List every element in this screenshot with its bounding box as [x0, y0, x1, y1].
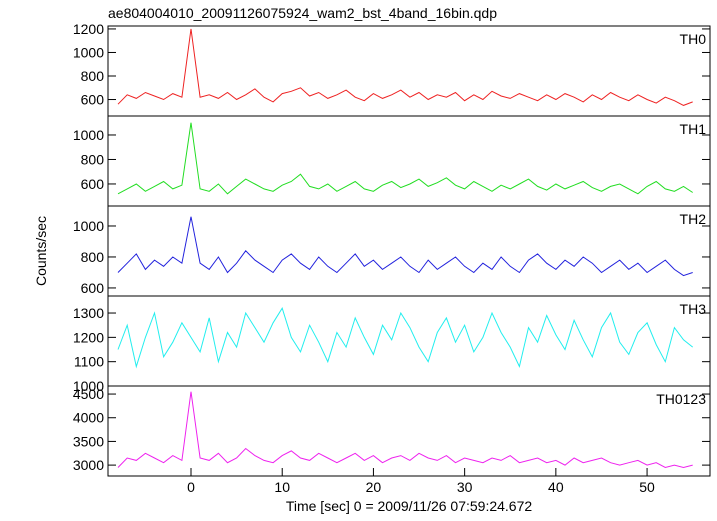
y-tick-label: 800: [81, 68, 105, 84]
x-tick-label: 30: [457, 479, 473, 495]
y-tick-label: 4500: [73, 386, 104, 402]
legend-label: TH3: [680, 301, 707, 317]
y-tick-label: 600: [81, 280, 105, 296]
y-tick-label: 4000: [73, 410, 104, 426]
y-tick-label: 1200: [73, 21, 104, 37]
x-tick-label: 20: [366, 479, 382, 495]
x-tick-label: 0: [187, 479, 195, 495]
y-tick-label: 3000: [73, 457, 104, 473]
y-tick-label: 600: [81, 92, 105, 108]
y-tick-label: 1000: [73, 127, 104, 143]
panel-frame: [107, 25, 711, 117]
y-tick-label: 1000: [73, 218, 104, 234]
y-tick-label: 1000: [73, 378, 104, 394]
x-axis-label: Time [sec] 0 = 2009/11/26 07:59:24.672: [286, 498, 533, 514]
light-curve: [117, 307, 694, 369]
panel-frame: [107, 385, 711, 477]
legend-label: TH0123: [656, 391, 706, 407]
y-tick-label: 600: [81, 176, 105, 192]
legend-label: TH0: [680, 31, 707, 47]
y-axis-label: Counts/sec: [33, 216, 49, 286]
panel-frame: [107, 115, 711, 207]
y-tick-label: 3500: [73, 433, 104, 449]
x-tick-label: 40: [548, 479, 564, 495]
light-curve: [117, 122, 693, 195]
x-tick-label: 50: [639, 479, 655, 495]
y-tick-label: 800: [81, 151, 105, 167]
x-tick-label: 10: [274, 479, 290, 495]
light-curve: [117, 391, 693, 469]
y-tick-label: 1000: [73, 44, 104, 60]
y-tick-label: 800: [81, 249, 105, 265]
y-tick-label: 1300: [73, 305, 104, 321]
legend-label: TH2: [680, 211, 707, 227]
light-curve: [117, 216, 693, 277]
y-tick-label: 1100: [74, 354, 104, 370]
legend-label: TH1: [680, 121, 707, 137]
panel-frame: [107, 205, 711, 297]
chart-title: ae804004010_20091126075924_wam2_bst_4ban…: [108, 5, 497, 21]
light-curve: [117, 28, 693, 106]
y-tick-label: 1200: [73, 329, 104, 345]
